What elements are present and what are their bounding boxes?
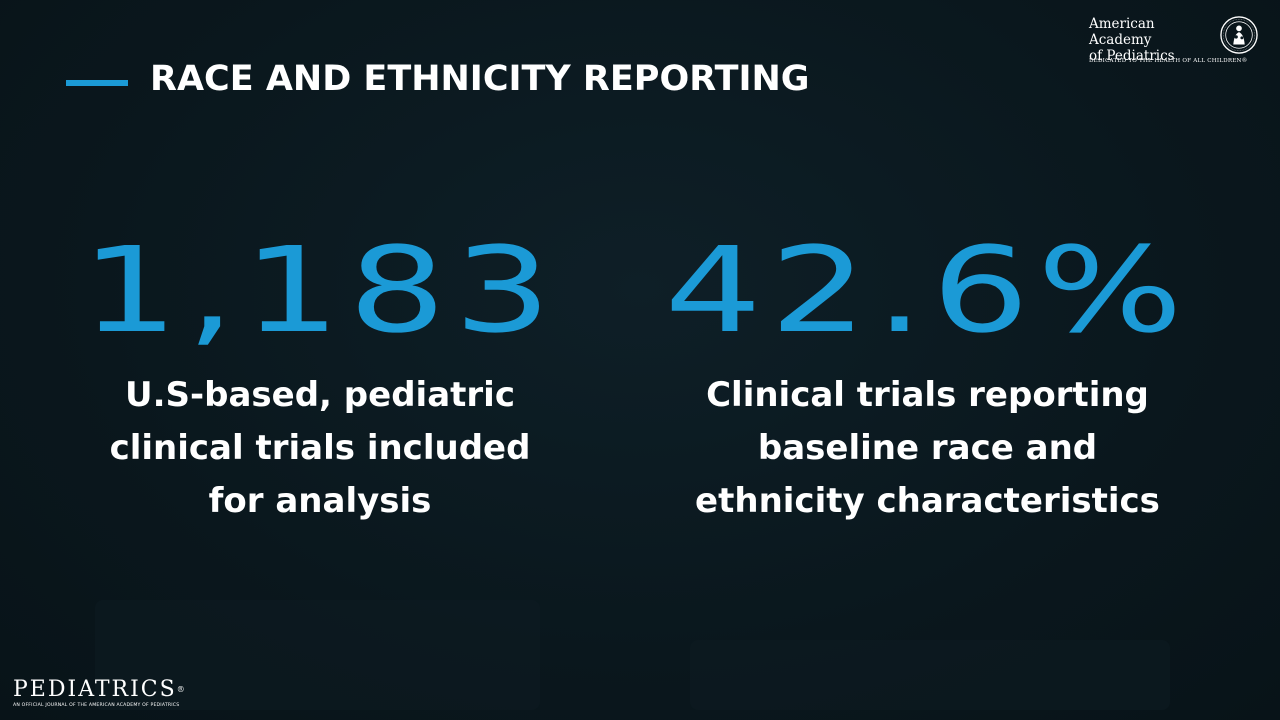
stat-label-line: ethnicity characteristics [695,481,1160,521]
journal-name: PEDIATRICS® [13,678,187,702]
aap-name: American Academy of Pediatrics [1089,16,1219,64]
stat-label-line: for analysis [208,481,432,521]
pediatrics-journal-logo: PEDIATRICS® AN OFFICIAL JOURNAL OF THE A… [13,678,187,709]
stat-label-line: baseline race and [757,428,1098,468]
aap-logo: American Academy of Pediatrics DEDICATED… [1089,16,1269,72]
aap-seal-icon [1220,16,1258,54]
stat-label-line: U.S-based, pediatric [125,375,515,415]
aap-name-line2: of Pediatrics [1089,48,1175,64]
aap-name-line1: American Academy [1089,16,1155,48]
faded-background-shape [690,640,1170,710]
stat-label-line: Clinical trials reporting [706,375,1149,415]
journal-name-text: PEDIATRICS [13,677,177,702]
stat-label: U.S-based, pediatric clinical trials inc… [70,369,570,528]
stat-value: 1,183 [80,221,560,359]
stat-label-line: clinical trials included [109,428,531,468]
stat-label: Clinical trials reporting baseline race … [640,369,1215,528]
stat-reporting-percent: 42.6% Clinical trials reporting baseline… [640,225,1215,528]
stat-value: 42.6% [664,221,1191,359]
stat-trials-count: 1,183 U.S-based, pediatric clinical tria… [70,225,570,528]
page-title: RACE AND ETHNICITY REPORTING [150,59,810,99]
faded-background-shape [95,600,540,710]
journal-tagline: AN OFFICIAL JOURNAL OF THE AMERICAN ACAD… [13,703,180,708]
journal-reg-mark: ® [176,685,187,694]
aap-tagline: DEDICATED TO THE HEALTH OF ALL CHILDREN® [1089,58,1248,64]
title-accent-bar [66,80,128,86]
